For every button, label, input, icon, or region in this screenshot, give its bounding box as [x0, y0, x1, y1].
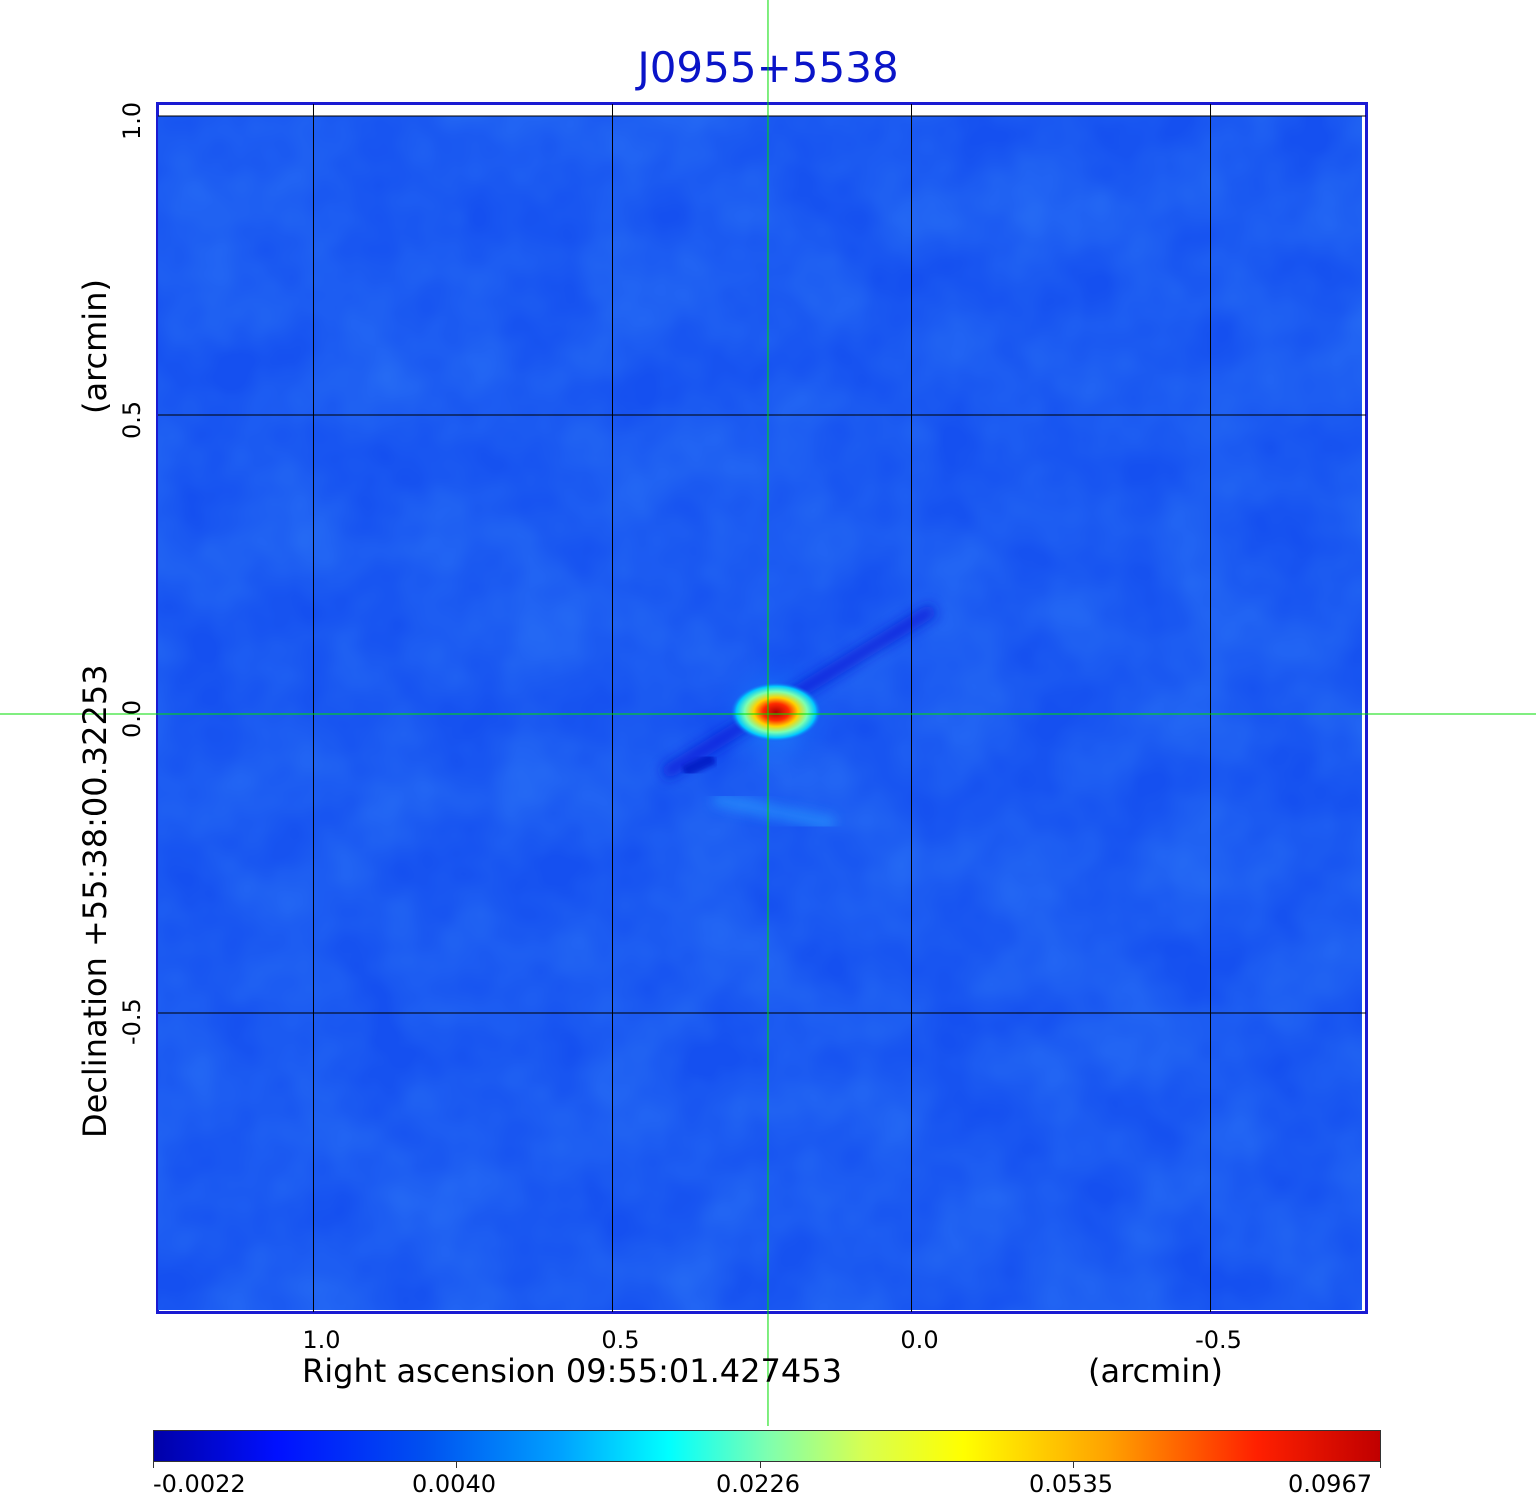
colorbar-tick-mark — [456, 1462, 457, 1468]
x-tick-label: 0.5 — [601, 1326, 640, 1354]
colorbar-tick-label: 0.0535 — [1029, 1470, 1113, 1498]
colorbar-tick-label: 0.0040 — [412, 1470, 496, 1498]
y-axis-unit: (arcmin) — [76, 279, 114, 414]
y-tick-label: -0.5 — [118, 998, 146, 1045]
crosshair — [0, 0, 1536, 1426]
sidelobe-west — [681, 752, 717, 778]
colorbar — [153, 1430, 1381, 1462]
colorbar-tick-mark — [760, 1462, 761, 1468]
x-axis-unit: (arcmin) — [1088, 1352, 1223, 1390]
sidelobe-light — [712, 792, 836, 831]
colorbar-tick-label: -0.0022 — [153, 1470, 246, 1498]
y-tick-label: 0.5 — [118, 401, 146, 440]
grid-lines — [158, 104, 1366, 1312]
colorbar-tick-mark — [1073, 1462, 1074, 1468]
y-tick-label: 1.0 — [118, 102, 146, 141]
x-tick-label: -0.5 — [1195, 1326, 1242, 1354]
x-tick-label: 0.0 — [900, 1326, 939, 1354]
y-axis-label: Declination +55:38:00.32253 — [76, 664, 114, 1138]
image-field — [158, 116, 1362, 1310]
x-tick-label: 1.0 — [302, 1326, 341, 1354]
source-peak — [729, 681, 822, 742]
x-axis-label: Right ascension 09:55:01.427453 — [302, 1352, 842, 1390]
colorbar-tick-label: 0.0226 — [716, 1470, 800, 1498]
colorbar-tick-mark — [1380, 1462, 1381, 1468]
colorbar-tick-label: 0.0967 — [1288, 1470, 1372, 1498]
colorbar-tick-mark — [153, 1462, 154, 1468]
y-tick-label: 0.0 — [118, 700, 146, 739]
